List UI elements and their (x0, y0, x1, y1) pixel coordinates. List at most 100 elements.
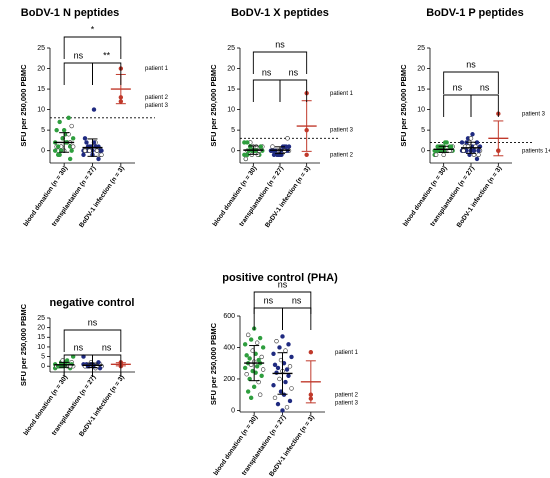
data-point (284, 405, 290, 410)
patient-label: patients 1+2 (522, 148, 550, 154)
y-tick-label: 0 (41, 148, 45, 155)
significance-label: ns (453, 82, 463, 92)
data-point (87, 148, 92, 153)
y-tick-label: 10 (227, 106, 235, 113)
data-point (270, 144, 275, 149)
y-tick-label: 20 (227, 65, 235, 72)
y-tick-label: 5 (41, 353, 45, 360)
data-point (277, 376, 282, 382)
y-tick-label: 5 (231, 127, 235, 134)
significance-bracket (252, 79, 281, 102)
y-tick-label: 10 (37, 106, 45, 113)
y-tick-label: 25 (227, 45, 235, 52)
significance-label: ns (292, 295, 302, 305)
data-point (245, 140, 250, 145)
y-axis-label: SFU per 250,000 PBMC (209, 322, 218, 405)
data-point (461, 148, 466, 153)
data-point (69, 148, 74, 153)
x-tick-label: blood donation (n = 30) (212, 165, 259, 228)
significance-bracket (253, 291, 312, 314)
data-point (242, 365, 248, 371)
data-point (287, 398, 293, 404)
data-point (277, 345, 282, 350)
data-point (96, 360, 101, 365)
significance-label: ** (103, 50, 111, 60)
data-point (82, 148, 88, 153)
y-tick-label: 25 (417, 45, 425, 52)
data-point (289, 386, 294, 391)
data-point (57, 152, 62, 157)
y-tick-label: 15 (227, 86, 235, 93)
x-tick-label: blood donation (n = 30) (402, 165, 449, 228)
data-point (283, 348, 288, 353)
data-point (272, 395, 278, 401)
data-point (257, 335, 263, 341)
data-point (476, 148, 481, 153)
significance-bracket (279, 79, 308, 102)
significance-label: ns (289, 67, 299, 77)
data-point (251, 384, 257, 390)
x-tick-label: BoDV-1 infection (n = 3) (264, 165, 312, 229)
chart-title: BoDV-1 X peptides (231, 7, 329, 19)
patient-label: patient 2 (145, 95, 169, 101)
data-point (254, 340, 260, 345)
data-point (275, 401, 281, 407)
y-tick-label: 0 (231, 407, 235, 414)
data-point (91, 107, 97, 112)
data-point (470, 132, 475, 137)
data-point (459, 140, 465, 145)
y-axis-label: SFU per 250,000 PBMC (19, 303, 28, 386)
data-point (271, 152, 277, 157)
y-tick-label: 400 (223, 344, 235, 351)
data-point (97, 365, 103, 371)
data-point (99, 152, 104, 157)
data-point (285, 136, 290, 141)
chart-title: positive control (PHA) (222, 272, 338, 284)
data-point (474, 156, 480, 162)
y-tick-label: 20 (37, 324, 45, 331)
data-point (444, 140, 449, 145)
patient-label: patient 2 (335, 392, 359, 398)
data-point (245, 389, 251, 394)
data-point (274, 338, 279, 344)
significance-bracket (253, 307, 283, 330)
significance-label: ns (102, 342, 112, 352)
y-tick-label: 10 (417, 106, 425, 113)
significance-bracket (282, 307, 312, 330)
data-point (283, 379, 288, 385)
patient-label: patient 3 (335, 400, 359, 406)
data-point (280, 334, 285, 339)
data-point (70, 144, 76, 149)
data-point (61, 127, 67, 133)
patient-label: patient 3 (330, 128, 354, 134)
data-point (245, 332, 251, 338)
y-tick-label: 20 (37, 65, 45, 72)
data-point (287, 364, 293, 369)
data-point (248, 395, 254, 401)
data-point (96, 156, 101, 162)
data-point (82, 136, 88, 141)
significance-bracket (63, 62, 93, 85)
data-point (248, 337, 254, 342)
data-point (271, 383, 276, 388)
y-tick-label: 25 (37, 315, 45, 322)
significance-bracket (470, 94, 499, 117)
data-point (275, 365, 281, 371)
data-point (248, 144, 253, 149)
data-point (259, 373, 264, 379)
significance-bracket (63, 329, 122, 352)
significance-label: * (91, 24, 95, 34)
significance-label: ns (262, 67, 272, 77)
patient-label: patient 3 (522, 111, 546, 117)
data-point (55, 144, 61, 149)
y-tick-label: 0 (231, 148, 235, 155)
chart-title: negative control (50, 297, 135, 309)
data-point (257, 392, 263, 397)
data-point (271, 351, 276, 356)
patient-label: patient 3 (145, 103, 169, 109)
chart-title: BoDV-1 N peptides (21, 7, 119, 19)
data-point (57, 119, 62, 125)
y-tick-label: 10 (37, 344, 45, 351)
data-point (247, 356, 252, 361)
